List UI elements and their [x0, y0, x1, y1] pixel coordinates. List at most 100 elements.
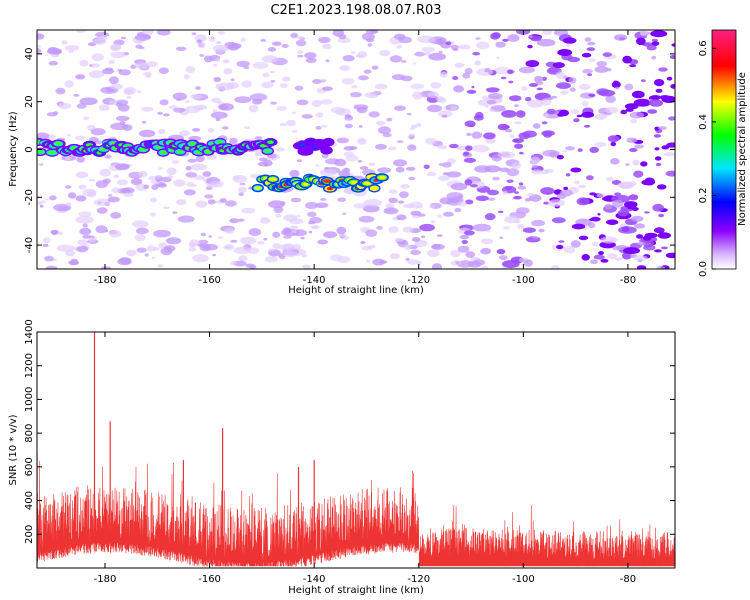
spectrogram-cell [388, 189, 398, 194]
spectrogram-cell [312, 79, 322, 84]
spectrogram-cell [637, 241, 645, 246]
spectrogram-cell [486, 229, 491, 233]
spectrogram-cell [556, 82, 571, 89]
spectrogram-cell [292, 243, 301, 251]
spectrogram-cell [216, 140, 223, 144]
spectrogram-cell [532, 123, 541, 129]
spectrogram-cell [167, 175, 174, 179]
spectrogram-cell [98, 104, 110, 111]
spectrogram-cell [184, 100, 191, 103]
spectrogram-cell [658, 213, 665, 218]
spectrogram-cell [614, 34, 627, 41]
spectrogram-cell [654, 147, 660, 151]
spectrogram-cell [300, 236, 305, 240]
spectrogram-cell [139, 129, 156, 138]
spectrogram-cell [38, 162, 43, 166]
spectrogram-cell [337, 197, 347, 202]
spectrogram-cell [588, 58, 596, 62]
spectrogram-cell [446, 171, 462, 178]
spectrogram-cell [272, 243, 282, 249]
spectrogram-cell [224, 245, 232, 249]
spectrogram-cell [581, 111, 595, 118]
spectrogram-cell [57, 231, 63, 235]
spectrogram-cell [524, 198, 531, 202]
spectrogram-cell [594, 113, 607, 120]
spectrogram-cell [253, 186, 262, 190]
spectrogram-cell [222, 59, 230, 64]
spectrogram-cell [622, 55, 633, 64]
spectrogram-cell [337, 256, 351, 264]
spectrogram-cell [50, 53, 60, 58]
spectrogram-cell [646, 44, 657, 51]
spectrogram-cell [653, 134, 662, 138]
spectrogram-cell [172, 92, 188, 101]
spectrogram-cell [185, 172, 197, 178]
spectrogram-cell [531, 164, 538, 169]
spectrogram-cell [304, 52, 317, 59]
spectrogram-cell [225, 200, 237, 207]
spectrogram-cell [310, 225, 319, 230]
x-tick-label: -100 [512, 275, 535, 286]
spectrogram-cell [403, 244, 412, 250]
colorbar-tick-label: 0.4 [698, 114, 709, 130]
spectrogram-cell [423, 51, 431, 56]
spectrogram-cell [234, 96, 252, 104]
spectrogram-cell [344, 114, 352, 118]
spectrogram-cell [651, 38, 659, 42]
spectrogram-cell [606, 176, 614, 182]
spectrogram-cell [190, 163, 207, 171]
spectrogram-cell [406, 259, 419, 265]
spectrogram-cell [626, 137, 638, 143]
spectrogram-cell [309, 216, 323, 224]
spectrogram-cell [350, 180, 358, 185]
spectrogram-cell [37, 150, 45, 154]
spectrogram-cell [618, 226, 637, 234]
spectrogram-cell [584, 124, 591, 128]
spectrogram-cell [457, 146, 468, 151]
spectrogram-cell [65, 249, 75, 257]
spectrogram-cell [396, 45, 402, 49]
spectrogram-cell [356, 106, 368, 114]
spectrogram-cell [540, 187, 555, 195]
spectrogram-cell [556, 244, 564, 250]
spectrogram-cell [600, 258, 609, 263]
spectrogram-cell [156, 179, 163, 182]
spectrogram-cell [395, 166, 405, 173]
spectrogram-cell [633, 255, 648, 261]
spectrogram-cell [158, 67, 169, 74]
spectrogram-cell [321, 78, 327, 83]
spectrogram-cell [121, 187, 135, 194]
spectrogram-cell [176, 199, 187, 206]
spectrogram-cell [570, 40, 575, 43]
spectrogram-cell [552, 62, 565, 69]
spectrogram-cell [240, 236, 257, 245]
spectrogram-cell [570, 240, 581, 248]
spectrogram-cell [302, 264, 311, 269]
spectrogram-cell [323, 231, 338, 239]
spectrogram-cell [209, 36, 216, 43]
spectrogram-cell [367, 43, 373, 47]
spectrogram-cell [487, 197, 496, 201]
spectrogram-cell [110, 51, 126, 59]
spectrogram-cell [205, 186, 213, 190]
spectrogram-cell [135, 227, 149, 235]
spectrogram-cell [369, 30, 378, 34]
spectrogram-cell [653, 79, 665, 87]
spectrogram-cell [149, 212, 156, 217]
spectrogram-cell [54, 141, 63, 146]
spectrogram-cell [77, 239, 88, 246]
spectrogram-cell [132, 220, 149, 228]
spectrogram-cell [653, 227, 665, 234]
y-tick-label: 600 [24, 457, 35, 476]
spectrogram-cell [334, 158, 347, 167]
spectrogram-cell [281, 44, 289, 48]
spectrogram-cell [108, 230, 122, 238]
spectrogram-cell [641, 179, 656, 186]
spectrogram-cell [90, 63, 101, 68]
spectrogram-cell [498, 255, 508, 261]
spectrogram-cell [368, 111, 380, 118]
spectrogram-cell [498, 167, 510, 173]
spectrogram-cell [466, 132, 472, 137]
spectrogram-cell [357, 159, 363, 163]
